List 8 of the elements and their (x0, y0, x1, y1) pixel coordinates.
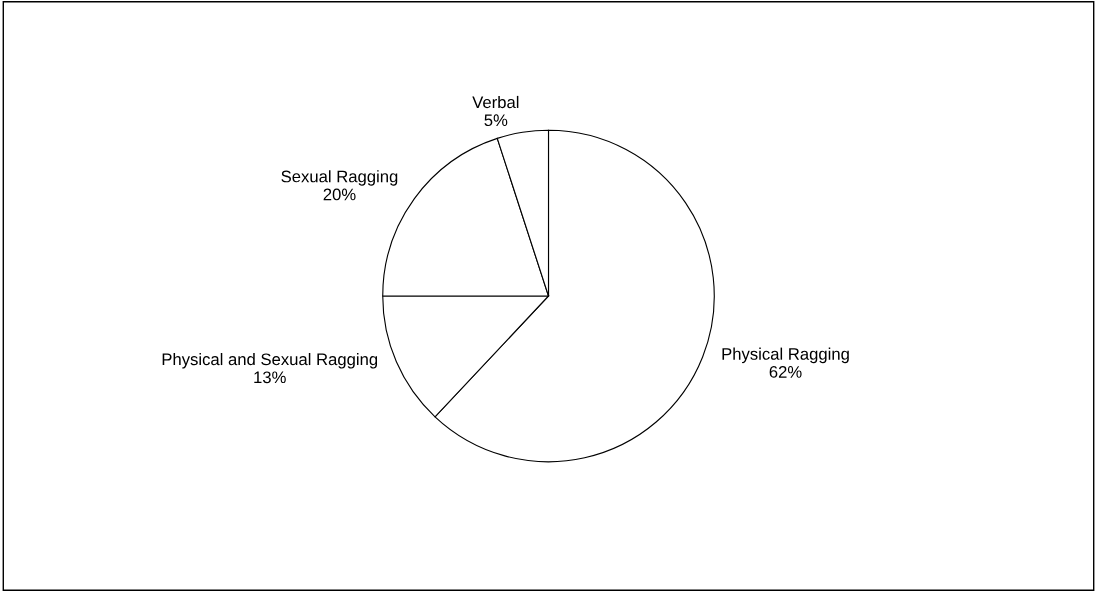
data-label: 20% (323, 188, 356, 201)
data-label: 13% (254, 371, 286, 384)
slice-label: Sexual Ragging (281, 170, 398, 186)
data-label: 5% (484, 114, 508, 127)
slice-label: Physical and Sexual Ragging (162, 352, 378, 369)
slice-label: Physical Ragging (722, 347, 849, 364)
slice-label: Verbal (472, 95, 519, 109)
data-label: 62% (769, 365, 802, 378)
